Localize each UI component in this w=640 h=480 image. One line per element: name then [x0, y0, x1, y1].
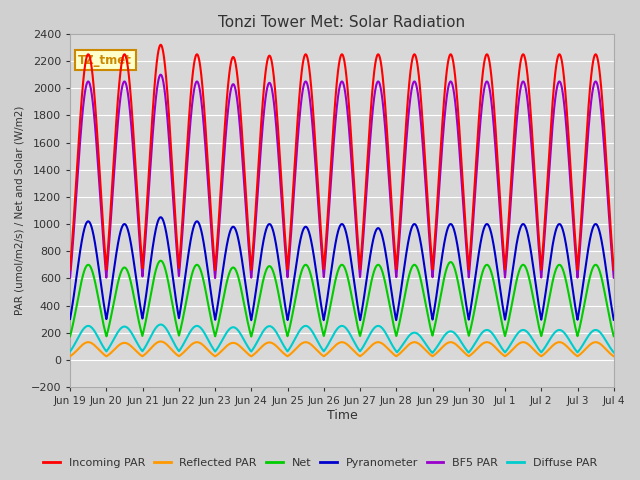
Legend: Incoming PAR, Reflected PAR, Net, Pyranometer, BF5 PAR, Diffuse PAR: Incoming PAR, Reflected PAR, Net, Pyrano…	[38, 453, 602, 472]
Text: TZ_tmet: TZ_tmet	[78, 54, 132, 67]
Title: Tonzi Tower Met: Solar Radiation: Tonzi Tower Met: Solar Radiation	[218, 15, 465, 30]
X-axis label: Time: Time	[326, 409, 357, 422]
Y-axis label: PAR (umol/m2/s) / Net and Solar (W/m2): PAR (umol/m2/s) / Net and Solar (W/m2)	[15, 106, 25, 315]
